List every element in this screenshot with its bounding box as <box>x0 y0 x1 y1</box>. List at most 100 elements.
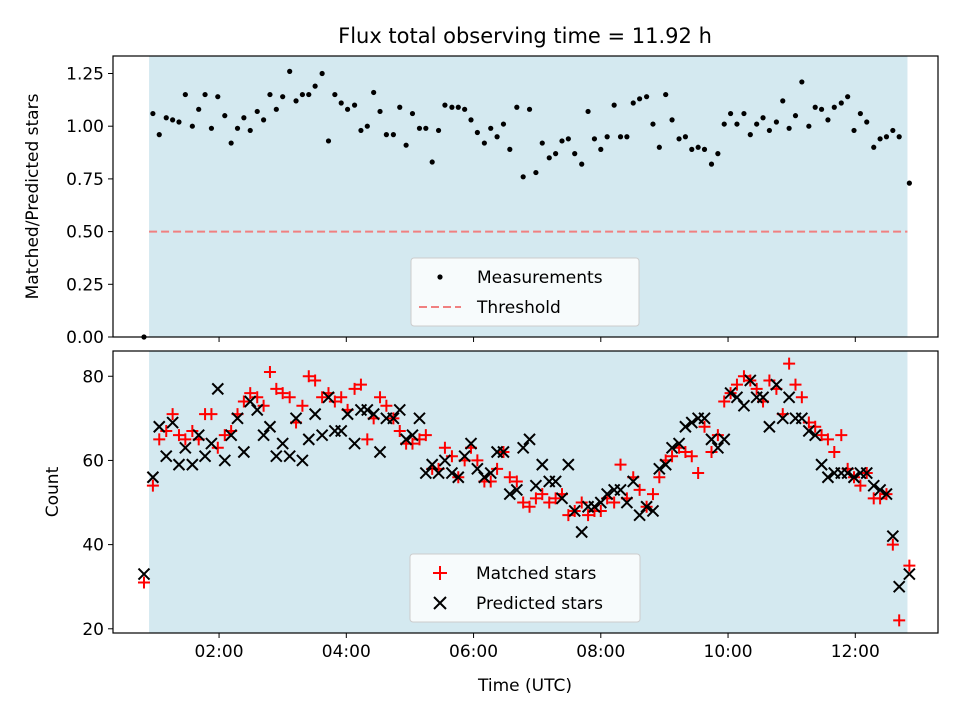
matched-star-point <box>835 429 848 442</box>
measurement-point <box>390 132 396 138</box>
matched-star-point <box>438 441 451 454</box>
matched-star-point <box>406 437 419 450</box>
measurement-point <box>435 127 442 134</box>
predicted-star-point <box>841 466 854 480</box>
measurement-point <box>695 144 701 150</box>
predicted-star-point <box>160 450 173 463</box>
matched-star-point <box>854 479 867 492</box>
chart-title: Flux total observing time = 11.92 h <box>338 24 712 48</box>
matched-star-point <box>608 496 621 509</box>
legend-measurement-marker <box>437 274 443 280</box>
predicted-star-point <box>698 412 711 425</box>
predicted-star-point <box>718 433 731 446</box>
predicted-star-point <box>263 420 277 433</box>
predicted-star-point <box>640 500 653 513</box>
measurement-point <box>306 91 312 98</box>
matched-star-point <box>523 500 536 513</box>
predicted-star-point <box>153 420 166 433</box>
measurement-point <box>689 146 695 152</box>
matched-star-point <box>893 614 906 627</box>
predicted-star-point <box>438 454 452 467</box>
x-tick-label: 10:00 <box>704 642 753 662</box>
predicted-star-point <box>497 445 510 459</box>
matched-star-point <box>205 408 218 421</box>
predicted-star-point <box>562 458 575 471</box>
matched-star-point <box>244 387 257 400</box>
measurement-point <box>351 102 358 108</box>
predicted-star-point <box>903 567 916 581</box>
predicted-star-point <box>251 403 264 417</box>
y-tick-label: 80 <box>82 367 104 387</box>
matched-star-point <box>354 378 367 391</box>
measurement-point <box>617 134 624 140</box>
matched-star-point <box>886 538 899 551</box>
matched-star-point <box>614 458 627 471</box>
predicted-star-point <box>244 395 257 408</box>
matched-star-point <box>393 424 406 437</box>
predicted-star-point <box>776 412 789 425</box>
predicted-star-point <box>296 454 309 467</box>
legend-predicted-marker <box>433 596 447 610</box>
measurement-point <box>656 144 662 150</box>
measurement-point <box>260 117 267 123</box>
measurement-point <box>676 136 682 142</box>
measurement-points <box>141 68 912 340</box>
measurement-point <box>514 104 520 110</box>
measurement-point <box>630 100 636 106</box>
measurement-point <box>455 104 461 110</box>
x-tick-label: 08:00 <box>576 642 625 662</box>
predicted-star-point <box>510 483 524 497</box>
predicted-star-point <box>588 500 601 513</box>
predicted-star-point <box>646 504 660 518</box>
matched-star-point <box>374 391 387 404</box>
matched-star-point <box>276 387 289 400</box>
measurement-point <box>526 106 533 112</box>
matched-star-point <box>750 382 763 395</box>
matched-star-point <box>270 382 283 395</box>
measurement-point <box>799 79 805 85</box>
predicted-star-point <box>302 433 315 446</box>
matched-star-point <box>679 446 692 459</box>
predicted-star-point <box>322 391 335 404</box>
measurement-point <box>559 138 565 144</box>
predicted-star-point <box>335 424 348 438</box>
measurement-point <box>708 161 715 167</box>
predicted-star-point <box>724 386 737 400</box>
predicted-star-point <box>653 462 666 476</box>
measurement-point <box>442 102 448 108</box>
measurement-point <box>247 127 253 134</box>
measurement-point <box>591 136 598 142</box>
predicted-star-point <box>146 471 160 484</box>
x-axis-label: Time (UTC) <box>477 676 572 696</box>
predicted-star-point <box>873 483 887 497</box>
measurement-point <box>468 117 474 123</box>
matched-star-point <box>296 399 309 412</box>
measurement-point <box>539 140 545 146</box>
measurement-point <box>409 110 416 117</box>
predicted-star-point <box>425 458 439 471</box>
matched-star-point <box>529 492 542 505</box>
measurement-point <box>818 106 825 112</box>
matched-star-point <box>283 391 296 404</box>
count-legend-box <box>409 553 641 623</box>
matched-star-point <box>263 366 276 379</box>
matched-star-point <box>146 479 159 492</box>
matched-star-point <box>137 576 150 589</box>
y-tick-label: 40 <box>82 536 104 556</box>
predicted-star-point <box>341 407 354 421</box>
predicted-star-point <box>257 428 270 442</box>
measurement-point <box>358 127 364 134</box>
matched-star-point <box>711 429 724 442</box>
measurement-point <box>325 138 332 144</box>
measurement-point <box>553 151 559 157</box>
measurement-point <box>332 91 338 98</box>
measurement-point <box>572 151 578 157</box>
predicted-star-point <box>179 441 192 455</box>
matched-star-point <box>737 370 750 383</box>
predicted-star-point <box>575 525 588 539</box>
measurement-point <box>585 108 591 115</box>
measurement-point <box>299 91 306 98</box>
predicted-star-point <box>847 471 861 484</box>
predicted-star-point <box>568 504 581 518</box>
measurement-point <box>669 117 675 123</box>
